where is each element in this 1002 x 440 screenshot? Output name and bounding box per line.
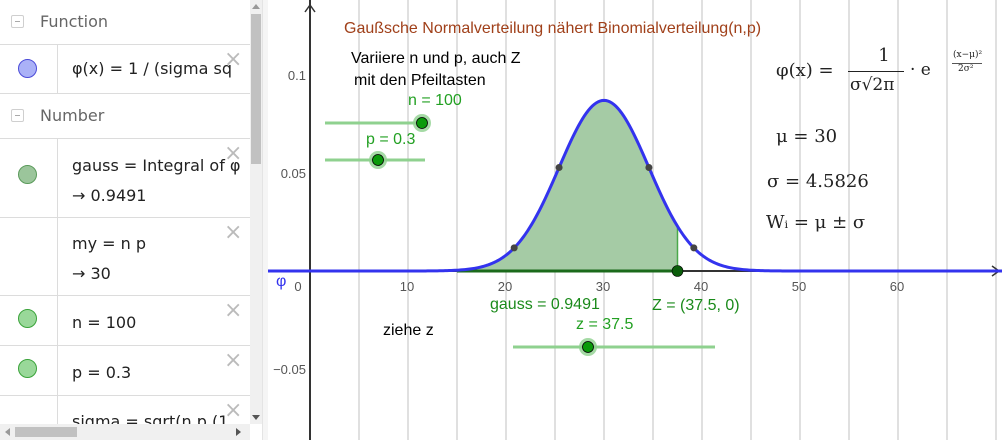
definition-text[interactable]: n = 100	[72, 313, 137, 332]
slider-p-knob[interactable]	[372, 154, 384, 166]
slider-z-label: z = 37.5	[576, 316, 634, 333]
wi-text: Wᵢ = μ ± σ	[766, 212, 866, 233]
visibility-marble[interactable]	[18, 165, 37, 184]
section-number[interactable]: Number	[0, 94, 250, 139]
slider-z-knob[interactable]	[582, 341, 594, 353]
y-tick-label: 0.1	[288, 68, 306, 83]
fraction-bar	[848, 71, 904, 72]
panel-splitter[interactable]	[262, 0, 268, 440]
marked-point	[690, 244, 698, 252]
sigma-text: σ = 4.5826	[767, 171, 869, 192]
formula-exp-base: · e	[910, 60, 931, 80]
delete-icon[interactable]: ×	[224, 141, 243, 166]
scroll-thumb[interactable]	[15, 427, 77, 437]
x-tick-label: 60	[890, 279, 904, 294]
drag-hint: ziehe z	[383, 322, 434, 339]
delete-icon[interactable]: ×	[224, 348, 243, 373]
definition-text[interactable]: p = 0.3	[72, 363, 132, 382]
x-tick-label: 40	[694, 279, 708, 294]
delete-icon[interactable]: ×	[224, 47, 243, 72]
formula-lhs: φ(x) =	[776, 60, 834, 81]
horizontal-scrollbar[interactable]	[0, 424, 250, 440]
y-tick-label: 0.05	[281, 166, 306, 181]
marked-point	[555, 164, 563, 172]
instructions-line-2: mit den Pfeiltasten	[354, 72, 486, 89]
definition-text[interactable]: gauss = Integral of φ	[72, 156, 241, 175]
definition-text[interactable]: φ(x) = 1 / (sigma sq	[72, 59, 232, 78]
section-label: Function	[40, 12, 109, 31]
y-axis-arrow-icon	[304, 3, 316, 13]
marked-point	[645, 164, 653, 172]
x-tick-label: 20	[498, 279, 512, 294]
scroll-down-icon[interactable]	[252, 415, 260, 420]
point-z-label: Z = (37.5, 0)	[652, 297, 740, 314]
slider-n-knob[interactable]	[416, 117, 428, 129]
collapse-toggle[interactable]	[11, 109, 24, 122]
algebra-view: Function φ(x) = 1 / (sigma sq × Number g…	[0, 0, 250, 440]
mu-text: μ = 30	[776, 126, 838, 147]
formula-denominator: σ√2π	[850, 75, 895, 95]
visibility-marble[interactable]	[18, 309, 37, 328]
algebra-row-gauss[interactable]: gauss = Integral of φ → 0.9491 ×	[0, 139, 250, 218]
delete-icon[interactable]: ×	[224, 298, 243, 323]
point-z[interactable]	[671, 265, 684, 277]
vertical-scrollbar[interactable]	[250, 0, 262, 424]
integral-area	[457, 100, 678, 272]
gauss-label: gauss = 0.9491	[490, 296, 600, 313]
plot-canvas[interactable]: 0 10 20 30 40 50 60 0.1 0.05 −0.05	[268, 0, 1002, 440]
slider-p-label: p = 0.3	[366, 131, 416, 148]
x-tick-label: 50	[792, 279, 806, 294]
formula-numerator: 1	[878, 45, 890, 66]
value-text: → 30	[72, 264, 111, 283]
scroll-up-icon[interactable]	[252, 4, 260, 9]
x-tick-label: 0	[294, 279, 301, 294]
chart-title: Gaußsche Normalverteilung nähert Binomia…	[344, 20, 762, 37]
section-label: Number	[40, 106, 105, 125]
phi-curve[interactable]	[268, 98, 1002, 273]
function-label[interactable]: φ	[276, 273, 287, 290]
scroll-left-icon[interactable]	[5, 428, 10, 436]
scroll-thumb[interactable]	[251, 14, 261, 164]
formula-exp-denominator: 2σ²	[958, 64, 974, 74]
delete-icon[interactable]: ×	[224, 398, 243, 423]
algebra-row-my[interactable]: my = n p → 30 ×	[0, 218, 250, 296]
section-function[interactable]: Function	[0, 0, 250, 45]
graphics-view[interactable]: 0 10 20 30 40 50 60 0.1 0.05 −0.05 Gaußsche Norma…	[268, 0, 1002, 440]
marked-point	[510, 244, 518, 252]
instructions-line-1: Variiere n und p, auch Z	[351, 50, 521, 67]
value-text: → 0.9491	[72, 186, 147, 205]
visibility-marble[interactable]	[18, 359, 37, 378]
algebra-row-p[interactable]: p = 0.3 ×	[0, 346, 250, 396]
visibility-marble[interactable]	[18, 59, 37, 78]
exp-fraction-bar	[952, 63, 982, 64]
x-tick-label: 30	[596, 279, 610, 294]
collapse-toggle[interactable]	[11, 15, 24, 28]
scroll-right-icon[interactable]	[236, 428, 241, 436]
y-tick-label: −0.05	[273, 362, 306, 377]
definition-text[interactable]: my = n p	[72, 234, 147, 253]
x-tick-label: 10	[400, 279, 414, 294]
algebra-row-n[interactable]: n = 100 ×	[0, 296, 250, 346]
delete-icon[interactable]: ×	[224, 220, 243, 245]
algebra-row-phi[interactable]: φ(x) = 1 / (sigma sq ×	[0, 45, 250, 94]
formula-exp-numerator: (x−μ)²	[953, 50, 983, 60]
slider-n-label: n = 100	[408, 92, 462, 109]
